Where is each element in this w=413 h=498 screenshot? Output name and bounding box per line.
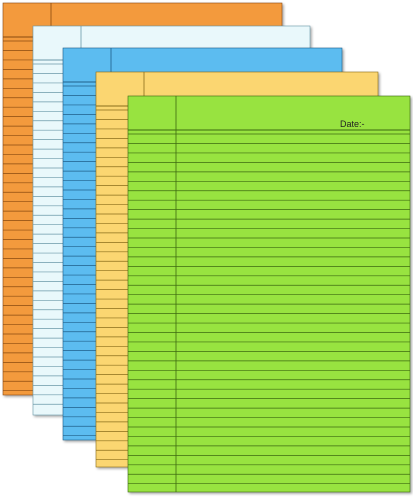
notepad: Date:- bbox=[127, 95, 411, 493]
date-label: Date:- bbox=[340, 119, 365, 129]
pad-sheet bbox=[127, 95, 411, 493]
